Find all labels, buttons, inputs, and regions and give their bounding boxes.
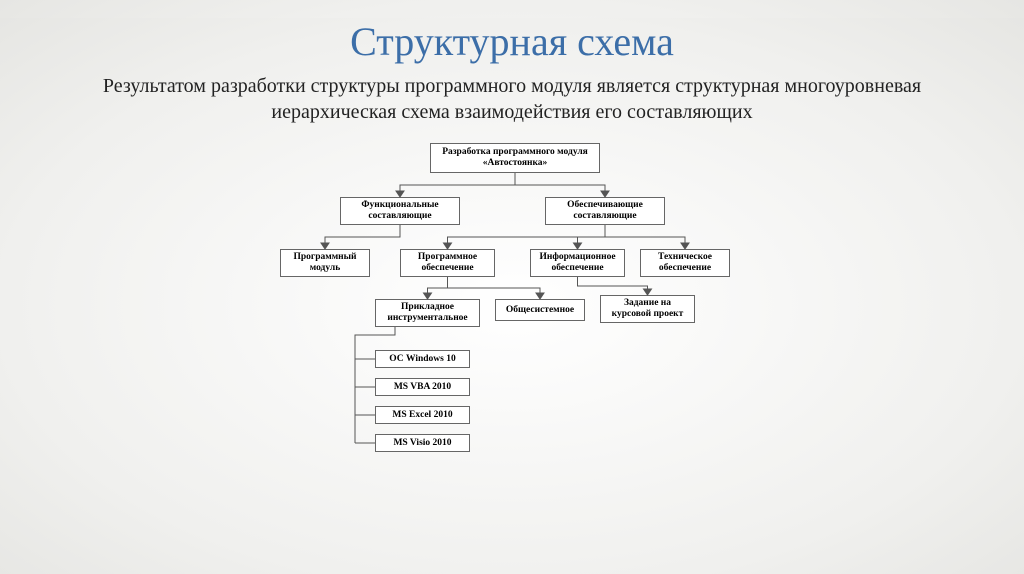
- node-zad: Задание на курсовой проект: [600, 295, 695, 323]
- node-vba: MS VBA 2010: [375, 378, 470, 396]
- diagram-edges: [0, 135, 1024, 535]
- node-prikl: Прикладное инструментальное: [375, 299, 480, 327]
- node-io: Информационное обеспечение: [530, 249, 625, 277]
- node-obsh: Общесистемное: [495, 299, 585, 321]
- node-po: Программное обеспечение: [400, 249, 495, 277]
- node-func: Функциональные составляющие: [340, 197, 460, 225]
- node-excel: MS Excel 2010: [375, 406, 470, 424]
- node-visio: MS Visio 2010: [375, 434, 470, 452]
- structure-diagram: Разработка программного модуля «Автостоя…: [0, 135, 1024, 535]
- page-title: Структурная схема: [0, 18, 1024, 65]
- node-root: Разработка программного модуля «Автостоя…: [430, 143, 600, 173]
- node-to: Техническое обеспечение: [640, 249, 730, 277]
- node-win: ОС Windows 10: [375, 350, 470, 368]
- page-subtitle: Результатом разработки структуры програм…: [70, 73, 954, 125]
- node-supp: Обеспечивающие составляющие: [545, 197, 665, 225]
- node-pm: Программный модуль: [280, 249, 370, 277]
